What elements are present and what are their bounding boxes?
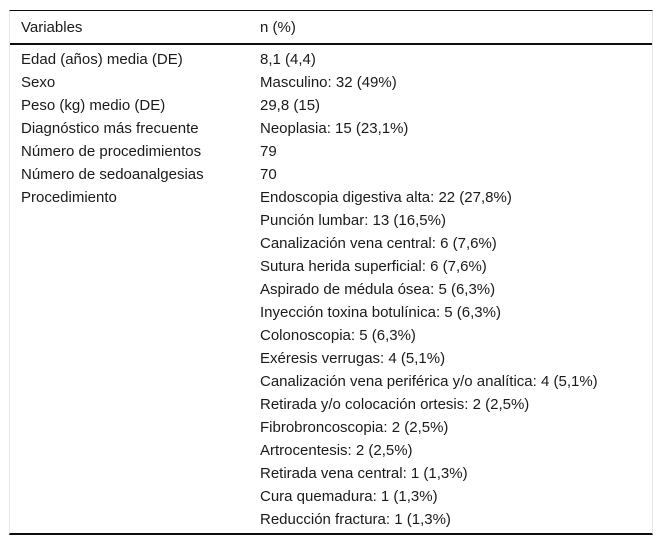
value-line: Endoscopia digestiva alta: 22 (27,8%) bbox=[260, 189, 512, 206]
value-line: Cura quemadura: 1 (1,3%) bbox=[260, 488, 438, 505]
table-row: Diagnóstico más frecuente Neoplasia: 15 (… bbox=[10, 117, 652, 140]
value-line: Reducción fractura: 1 (1,3%) bbox=[260, 511, 451, 528]
value-line: Canalización vena central: 6 (7,6%) bbox=[260, 235, 497, 252]
header-variables: Variables bbox=[21, 18, 83, 36]
table-row: Procedimiento Endoscopia digestiva alta: … bbox=[10, 186, 652, 531]
value-line: Inyección toxina botulínica: 5 (6,3%) bbox=[260, 304, 501, 321]
table-row: Número de procedimientos 79 bbox=[10, 140, 652, 163]
row-values: 29,8 (15) bbox=[260, 94, 652, 117]
value-line: Sutura herida superficial: 6 (7,6%) bbox=[260, 258, 487, 275]
row-values: Endoscopia digestiva alta: 22 (27,8%) Pun… bbox=[260, 186, 652, 531]
value-line: 79 bbox=[260, 143, 277, 160]
value-line: 8,1 (4,4) bbox=[260, 51, 316, 68]
row-values: Masculino: 32 (49%) bbox=[260, 71, 652, 94]
row-label: Diagnóstico más frecuente bbox=[21, 120, 199, 137]
row-values: 79 bbox=[260, 140, 652, 163]
value-line: Artrocentesis: 2 (2,5%) bbox=[260, 442, 413, 459]
table-row: Sexo Masculino: 32 (49%) bbox=[10, 71, 652, 94]
row-label: Número de procedimientos bbox=[21, 143, 202, 160]
row-values: Neoplasia: 15 (23,1%) bbox=[260, 117, 652, 140]
value-line: Aspirado de médula ósea: 5 (6,3%) bbox=[260, 281, 496, 298]
variables-table: Variables n (%) Edad (años) media (DE) 8,… bbox=[9, 10, 653, 535]
value-line: Retirada vena central: 1 (1,3%) bbox=[260, 465, 468, 482]
table-header: Variables n (%) bbox=[10, 11, 652, 45]
row-label: Sexo bbox=[21, 74, 56, 91]
value-line: Fibrobroncoscopia: 2 (2,5%) bbox=[260, 419, 449, 436]
value-line: Exéresis verrugas: 4 (5,1%) bbox=[260, 350, 446, 367]
table-row: Peso (kg) medio (DE) 29,8 (15) bbox=[10, 94, 652, 117]
header-n-percent: n (%) bbox=[260, 18, 296, 36]
table-row: Edad (años) media (DE) 8,1 (4,4) bbox=[10, 48, 652, 71]
value-line: Masculino: 32 (49%) bbox=[260, 74, 397, 91]
row-label: Peso (kg) medio (DE) bbox=[21, 97, 166, 114]
value-line: Canalización vena periférica y/o analíti… bbox=[260, 373, 598, 390]
value-line: Colonoscopia: 5 (6,3%) bbox=[260, 327, 416, 344]
value-line: 29,8 (15) bbox=[260, 97, 321, 114]
row-values: 70 bbox=[260, 163, 652, 186]
value-line: 70 bbox=[260, 166, 277, 183]
table-row: Número de sedoanalgesias 70 bbox=[10, 163, 652, 186]
value-line: Neoplasia: 15 (23,1%) bbox=[260, 120, 409, 137]
row-values: 8,1 (4,4) bbox=[260, 48, 652, 71]
row-label: Número de sedoanalgesias bbox=[21, 166, 204, 183]
value-line: Retirada y/o colocación ortesis: 2 (2,5%… bbox=[260, 396, 530, 413]
value-line: Punción lumbar: 13 (16,5%) bbox=[260, 212, 446, 229]
row-label: Procedimiento bbox=[21, 189, 117, 206]
table-body: Edad (años) media (DE) 8,1 (4,4) Sexo Mascu… bbox=[10, 45, 652, 533]
row-label: Edad (años) media (DE) bbox=[21, 51, 183, 68]
